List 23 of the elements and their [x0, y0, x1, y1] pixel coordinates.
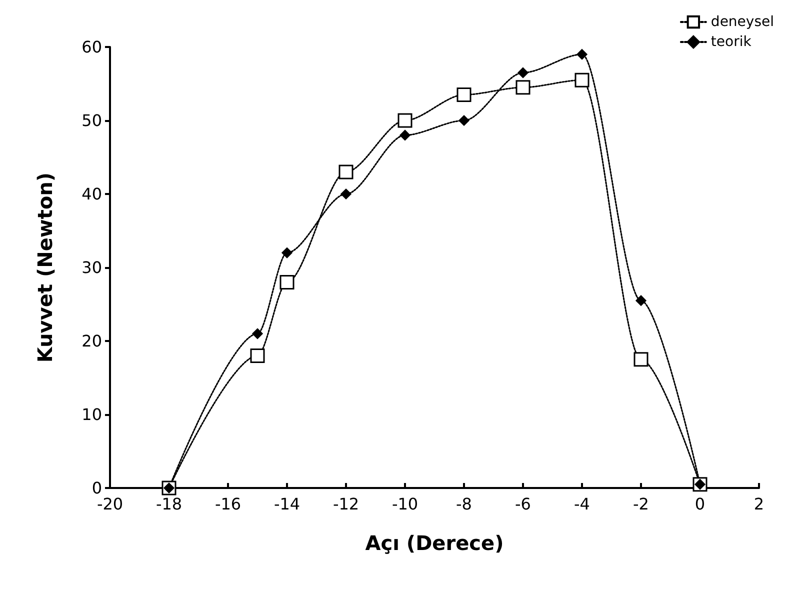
legend-label: teorik — [710, 34, 752, 50]
x-tick-label: -4 — [574, 494, 590, 514]
y-tick-label: 0 — [92, 478, 102, 498]
legend-label: deneysel — [710, 14, 774, 30]
y-tick-label: 60 — [82, 38, 102, 56]
x-tick-label: -10 — [392, 494, 418, 514]
y-tick-label: 20 — [82, 332, 102, 350]
y-axis-title: Kuvvet (Newton) — [33, 172, 57, 363]
x-tick-label: -12 — [332, 494, 360, 514]
x-tick-label: -16 — [214, 494, 242, 514]
x-axis-title: Açı (Derece) — [365, 531, 504, 555]
x-tick-label: -2 — [633, 494, 649, 514]
x-tick-label: -6 — [515, 494, 531, 514]
x-tick-label: 2 — [754, 494, 764, 514]
x-tick-label: -14 — [274, 494, 300, 514]
x-tick-label: -20 — [96, 494, 124, 514]
y-tick-label: 30 — [82, 258, 102, 277]
y-tick-label: 50 — [82, 111, 102, 130]
y-tick-label: 40 — [82, 184, 102, 204]
x-tick-label: 0 — [694, 494, 706, 514]
y-tick-label: 10 — [82, 405, 102, 424]
x-tick-label: -8 — [456, 494, 472, 514]
x-tick-label: -18 — [156, 494, 182, 514]
